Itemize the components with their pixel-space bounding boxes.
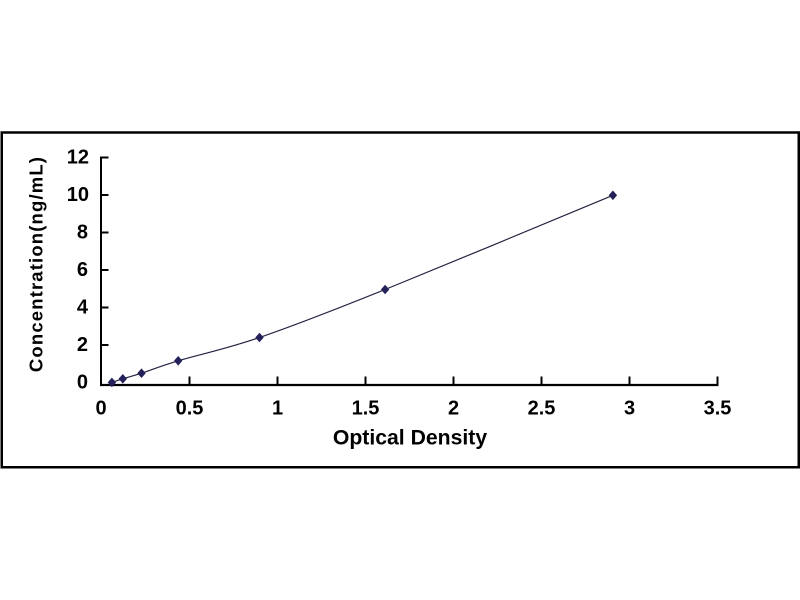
svg-text:3.5: 3.5	[704, 398, 732, 420]
svg-text:2.5: 2.5	[528, 398, 556, 420]
svg-text:3: 3	[624, 398, 635, 420]
svg-text:0.5: 0.5	[176, 398, 204, 420]
svg-text:10: 10	[67, 184, 89, 206]
svg-text:8: 8	[77, 222, 88, 244]
svg-text:Optical Density: Optical Density	[333, 427, 487, 450]
svg-text:6: 6	[77, 259, 88, 281]
svg-text:12: 12	[67, 147, 89, 169]
svg-text:0: 0	[77, 372, 88, 394]
svg-text:2: 2	[77, 334, 88, 356]
svg-text:1: 1	[272, 398, 283, 420]
svg-text:Concentration(ng/mL): Concentration(ng/mL)	[26, 156, 47, 372]
svg-text:1.5: 1.5	[352, 398, 380, 420]
svg-text:2: 2	[448, 398, 459, 420]
svg-text:0: 0	[95, 398, 106, 420]
svg-text:4: 4	[77, 297, 89, 319]
